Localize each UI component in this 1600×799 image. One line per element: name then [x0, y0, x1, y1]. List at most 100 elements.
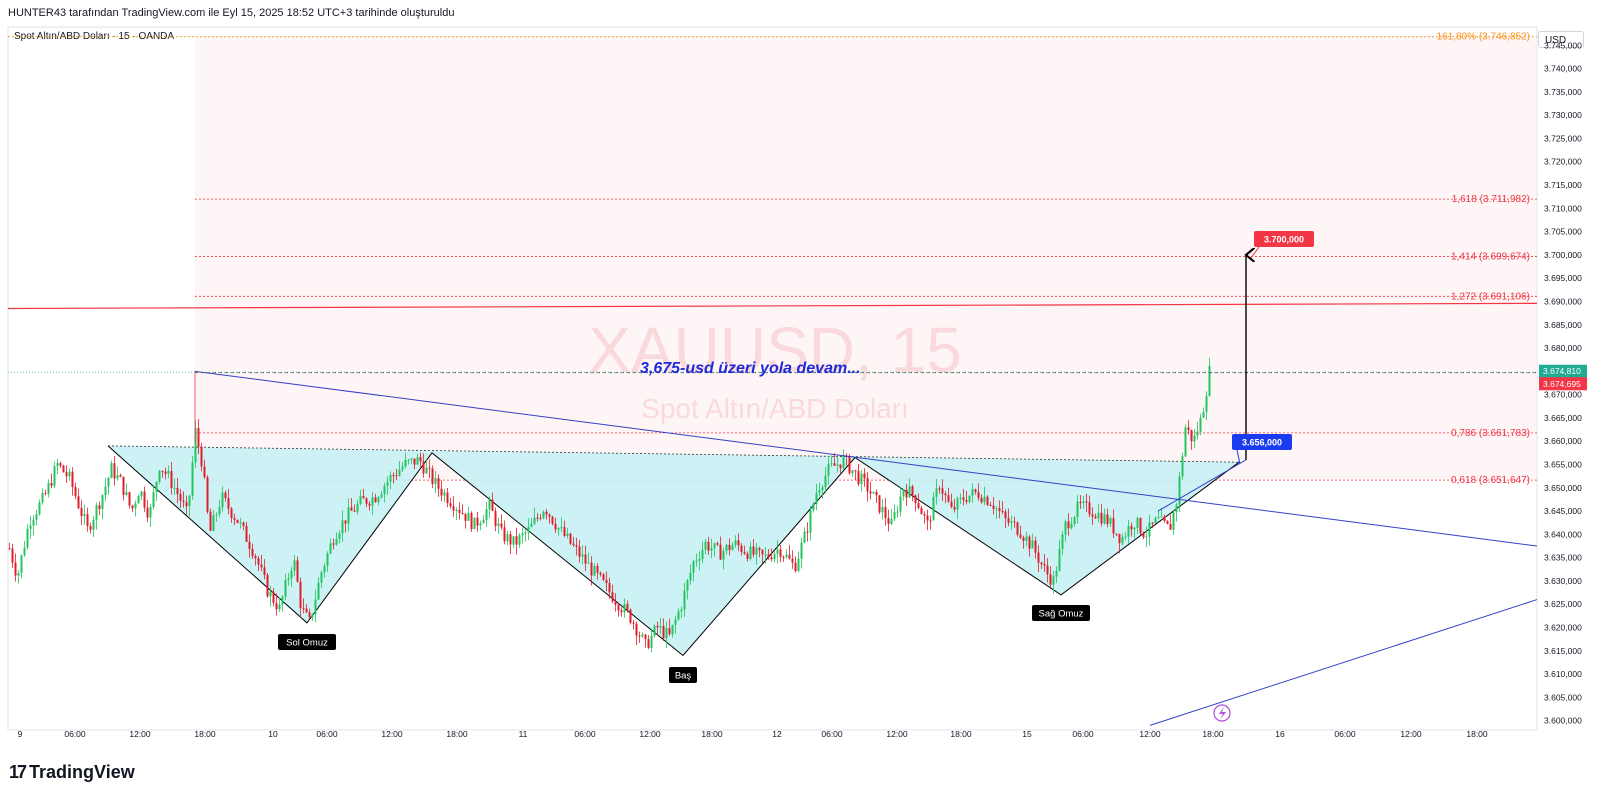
candle-body [308, 612, 311, 618]
candle-body [866, 478, 869, 492]
candle-body [122, 476, 125, 495]
candle-body [596, 565, 599, 573]
candle-body [62, 465, 65, 473]
candle-body [1163, 516, 1166, 521]
price-tick-label: 3.640,000 [1544, 529, 1582, 539]
breakout-callout: 3.656,000 [1232, 434, 1292, 465]
candle-body [860, 473, 863, 485]
price-tags: 3.674,810 3.674,695 [1539, 364, 1587, 391]
candle-body [815, 492, 818, 504]
candle-body [1142, 533, 1145, 538]
candle-body [1190, 429, 1193, 442]
currency-selector[interactable]: USD [1538, 31, 1584, 48]
candle-body [851, 470, 854, 474]
candle-body [80, 508, 83, 517]
candle-body [701, 549, 704, 559]
candle-body [1070, 523, 1073, 529]
price-axis[interactable]: 3.745,000 3.740,000 3.735,000 3.730,000 3.72… [1544, 40, 1582, 725]
candle-body [725, 544, 728, 551]
candle-body [569, 533, 572, 544]
candle-body [926, 515, 929, 521]
candle-body [218, 507, 221, 515]
candle-body [713, 543, 716, 549]
price-tick-label: 3.740,000 [1544, 64, 1582, 74]
drawings: 3,675-usd üzeri yola devam... 3.700,000 3.… [7, 231, 1538, 726]
candle-body [920, 507, 923, 515]
price-tick-label: 3.650,000 [1544, 483, 1582, 493]
target-callout-pointer [1250, 246, 1260, 259]
candle-body [752, 546, 755, 555]
candle-body [293, 560, 296, 571]
price-chart[interactable]: XAUUSD, 15 Spot Altın/ABD Doları 161,80%… [0, 0, 1600, 760]
candle-body [689, 572, 692, 581]
candle-body [110, 463, 113, 479]
candle-body [1157, 517, 1160, 519]
candle-body [650, 635, 653, 648]
price-tick-label: 3.685,000 [1544, 320, 1582, 330]
candle-body [332, 543, 335, 545]
candle-body [1079, 501, 1082, 504]
candle-body [29, 525, 32, 529]
candle-body [551, 516, 554, 524]
candle-body [1004, 511, 1007, 519]
candle-body [890, 518, 893, 524]
candle-body [323, 565, 326, 573]
candle-body [383, 485, 386, 495]
candle-body [170, 471, 173, 488]
candle-body [602, 574, 605, 580]
candle-body [1130, 526, 1133, 530]
time-tick-label: 12:00 [886, 729, 908, 739]
candle-body [1031, 540, 1034, 549]
candle-body [764, 554, 767, 556]
candle-body [722, 550, 725, 560]
candle-body [485, 509, 488, 520]
candle-body [728, 544, 731, 550]
candle-body [554, 523, 557, 530]
candle-body [908, 486, 911, 498]
candle-body [836, 464, 839, 466]
time-tick-label: 12 [772, 729, 782, 739]
tradingview-logo-icon: 17 [9, 762, 27, 782]
candle-body [1148, 522, 1151, 537]
candle-body [266, 575, 269, 597]
candle-body [1175, 504, 1178, 513]
candle-body [872, 491, 875, 494]
candle-body [983, 496, 986, 503]
fib-level-label: 161,80% (3.746,852) [1437, 32, 1530, 43]
candle-body [347, 507, 350, 524]
candle-body [1124, 536, 1127, 538]
candle-body [530, 523, 533, 527]
candle-body [1103, 514, 1106, 524]
candle-body [410, 458, 413, 460]
fib-level-label: 0,618 (3.651,647) [1451, 475, 1530, 486]
candle-body [659, 625, 662, 628]
candle-body [95, 505, 98, 520]
candle-body [914, 495, 917, 503]
candle-body [8, 548, 11, 550]
breakout-callout-pointer [1236, 449, 1241, 465]
candle-body [932, 496, 935, 521]
candle-body [539, 517, 542, 519]
candle-body [959, 497, 962, 499]
candle-body [878, 495, 881, 513]
time-tick-label: 06:00 [821, 729, 843, 739]
symbol-legend[interactable]: Spot Altın/ABD Doları · 15 · OANDA [14, 31, 175, 42]
time-axis[interactable]: 9 06:00 12:00 18:00 10 06:00 12:00 18:00 11 06:00… [18, 729, 1488, 739]
price-tag-box [1539, 364, 1587, 378]
candle-body [623, 604, 626, 613]
right-shoulder-label-box [1032, 605, 1090, 621]
candle-body [287, 578, 290, 581]
candle-body [68, 471, 71, 477]
candle-body [782, 556, 785, 558]
candle-body [668, 628, 671, 635]
candle-body [674, 619, 677, 625]
candle-body [995, 508, 998, 510]
candle-body [662, 625, 665, 639]
candle-body [560, 527, 563, 529]
candle-body [203, 466, 206, 478]
fib-level-label: 1,272 (3.691,106) [1451, 291, 1530, 302]
price-tick-label: 3.730,000 [1544, 110, 1582, 120]
tradingview-logo[interactable]: 17 TradingView [9, 762, 135, 783]
time-tick-label: 15 [1022, 729, 1032, 739]
candle-body [233, 517, 236, 520]
